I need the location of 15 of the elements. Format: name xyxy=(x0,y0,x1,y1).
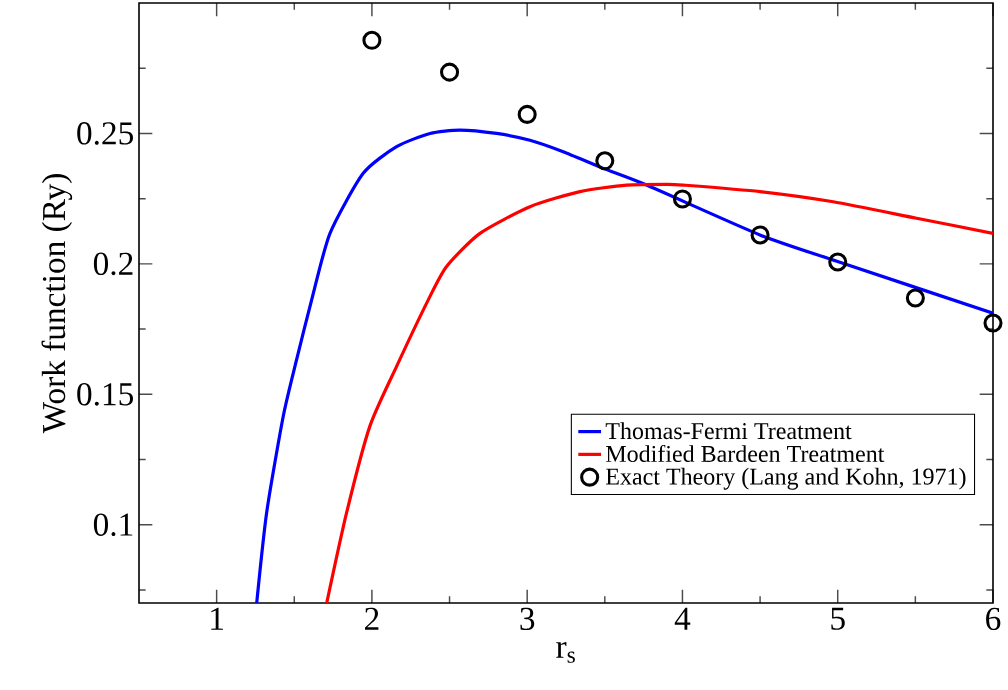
y-tick-label: 0.1 xyxy=(93,513,133,537)
x-tick-label: 5 xyxy=(831,607,845,630)
legend-label: Exact Theory (Lang and Kohn, 1971) xyxy=(606,467,966,490)
x-tick-label: 6 xyxy=(986,607,1001,631)
y-tick-label: 0.25 xyxy=(77,122,133,145)
x-tick-label: 3 xyxy=(520,607,535,631)
x-tick-label: 4 xyxy=(674,607,691,630)
y-axis-title: Work function (Ry) xyxy=(41,174,73,434)
x-tick-label: 2 xyxy=(365,607,379,630)
legend-label: Modified Bardeen Treatment xyxy=(606,444,885,463)
y-tick-label: 0.2 xyxy=(93,252,133,276)
x-axis-title: r$_{s}$ xyxy=(556,641,575,663)
y-tick-label: 0.15 xyxy=(77,382,133,406)
x-tick-label: 1 xyxy=(211,607,223,630)
legend-label: Thomas-Fermi Treatment xyxy=(605,422,852,440)
